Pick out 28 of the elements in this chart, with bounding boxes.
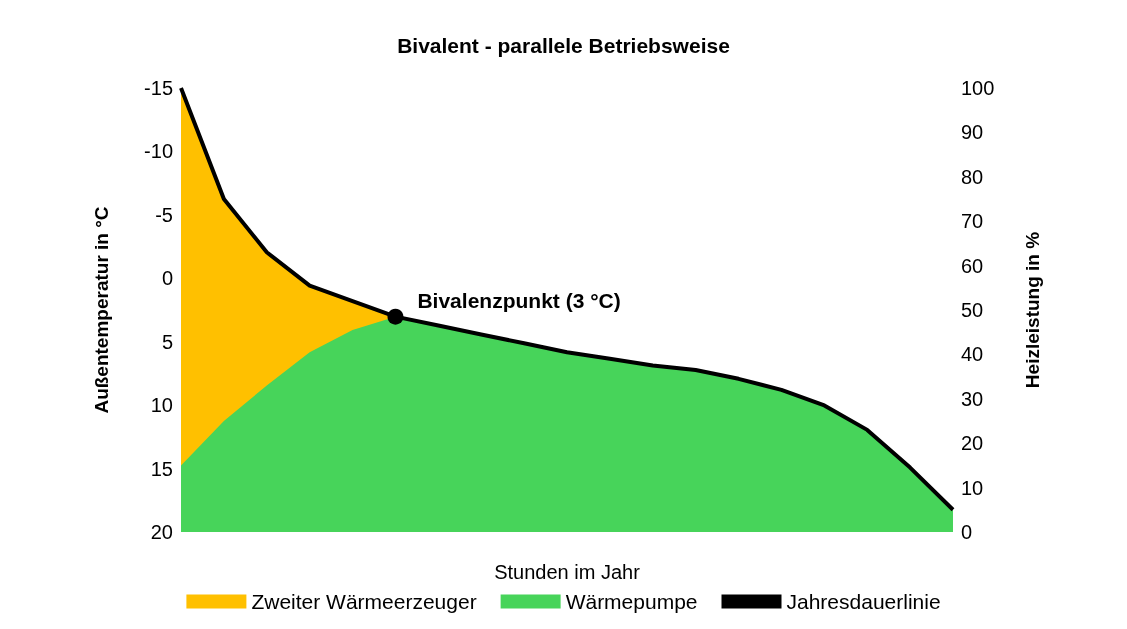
y-tick-label: 5 [161, 330, 173, 353]
y2-tick-label: 100 [961, 77, 995, 99]
y2-tick-label: 60 [961, 254, 984, 277]
y2-tick-label: 70 [961, 210, 984, 233]
line-series [179, 86, 955, 512]
y-tick-label: 10 [150, 394, 173, 417]
y-tick-label: 15 [150, 457, 173, 480]
y-tick-label: 0 [161, 267, 173, 290]
chart-title: Bivalent - parallele Betriebsweise [397, 34, 730, 57]
y2-tick-label: 20 [961, 432, 984, 455]
legend-label: Zweiter Wärmeerzeuger [251, 590, 477, 613]
y2-tick-label: 80 [961, 165, 984, 188]
y2-tick-label: 30 [961, 387, 984, 410]
x-axis-title: Stunden im Jahr [494, 561, 641, 583]
y2-tick-label: 50 [961, 299, 984, 321]
y2-tick-label: 40 [961, 343, 984, 366]
y-tick-label: -15 [144, 77, 173, 99]
y2-tick-label: 90 [961, 121, 984, 144]
annotation: Bivalenzpunkt (3 °C) [417, 289, 621, 313]
legend-label: Jahresdauerlinie [786, 590, 941, 613]
y-tick-label: -10 [144, 140, 173, 163]
y2-tick-label: 0 [961, 521, 973, 543]
legend-label: Wärmepumpe [565, 590, 698, 613]
y2-axis-title: Heizleistung in % [1022, 231, 1043, 389]
y2-tick-label: 10 [961, 476, 984, 499]
y-tick-label: -5 [155, 203, 173, 226]
y-tick-label: 20 [150, 521, 173, 543]
y-axis-title: Außentemperatur in °C [91, 206, 112, 414]
